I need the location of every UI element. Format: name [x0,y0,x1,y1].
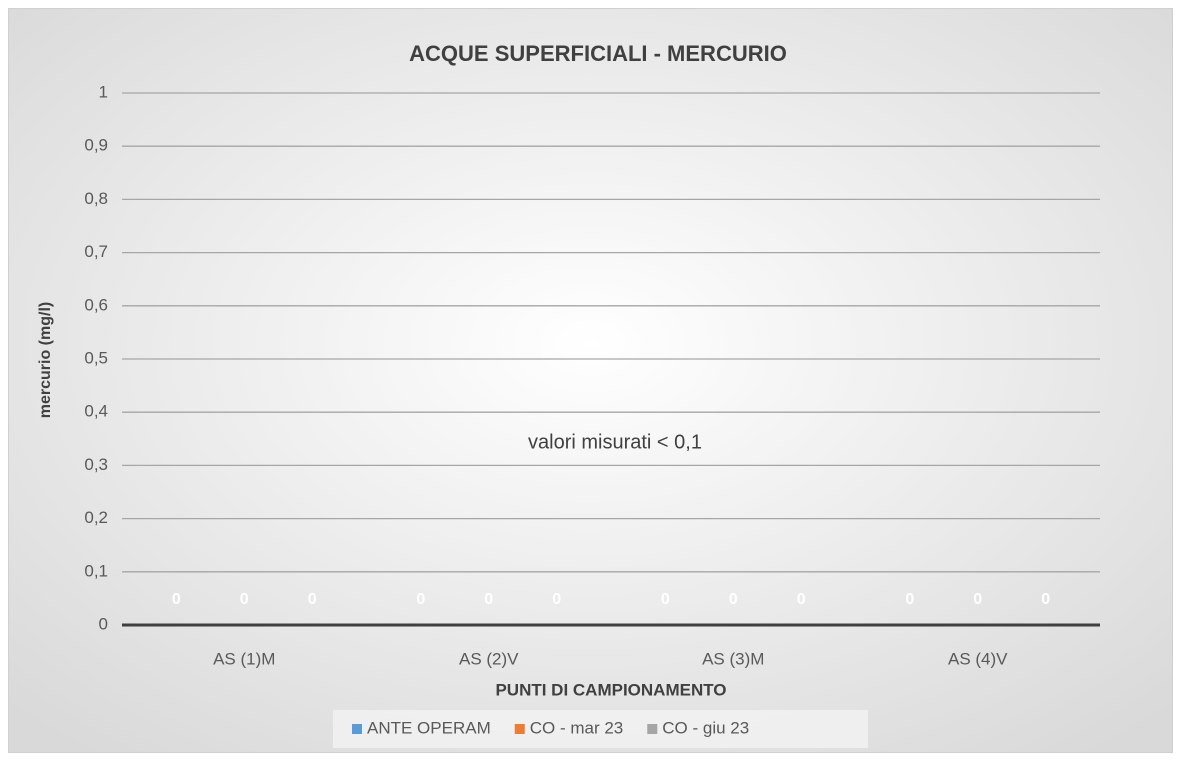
legend-swatch [647,724,658,734]
data-label: 0 [308,591,317,608]
annotation: valori misurati < 0,1 [528,431,702,453]
x-tick-label: AS (3)M [702,649,764,668]
data-label: 0 [416,591,425,608]
x-tick-label: AS (2)V [459,649,519,668]
data-label: 0 [905,591,914,608]
data-label: 0 [1041,591,1050,608]
chart-title: ACQUE SUPERFICIALI - MERCURIO [409,41,787,66]
data-label: 0 [484,591,493,608]
y-tick-label: 1 [99,82,108,101]
y-tick-label: 0,7 [84,242,108,261]
y-tick-label: 0 [99,614,108,633]
data-label: 0 [729,591,738,608]
y-tick-label: 0,5 [84,348,108,367]
y-tick-label: 0,8 [84,189,108,208]
y-tick-label: 0,2 [84,508,108,527]
data-label: 0 [661,591,670,608]
data-label: 0 [240,591,249,608]
y-tick-label: 0,6 [84,295,108,314]
legend-label: ANTE OPERAM [367,718,491,737]
data-label: 0 [172,591,181,608]
legend-swatch [352,724,362,734]
data-label: 0 [797,591,806,608]
x-tick-label: AS (1)M [213,649,275,668]
y-axis-title: mercurio (mg/l) [37,302,54,418]
data-label: 0 [552,591,561,608]
x-tick-label: AS (4)V [948,649,1008,668]
legend-label: CO - mar 23 [530,718,624,737]
y-tick-label: 0,1 [84,561,108,580]
x-axis-title: PUNTI DI CAMPIONAMENTO [495,680,726,699]
chart-area [8,8,1173,753]
legend-label: CO - giu 23 [662,718,749,737]
data-label: 0 [973,591,982,608]
y-tick-label: 0,9 [84,136,108,155]
y-tick-label: 0,4 [84,402,108,421]
legend-box [333,710,868,748]
legend-swatch [514,724,525,734]
y-tick-label: 0,3 [84,455,108,474]
